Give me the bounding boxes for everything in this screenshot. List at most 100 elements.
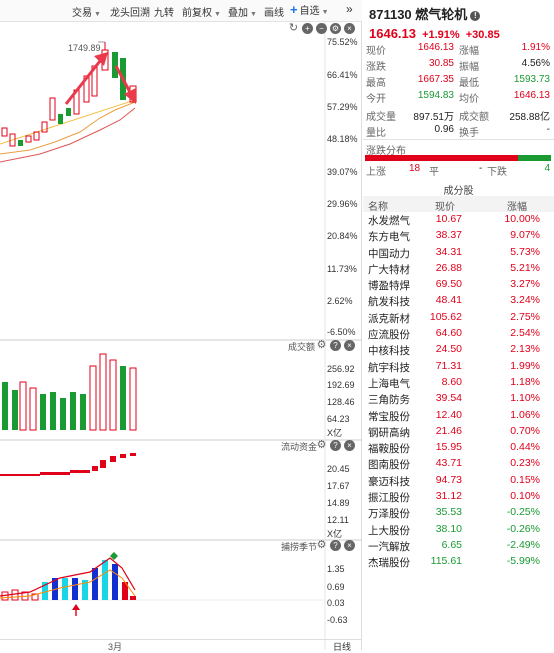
flow-bar (100, 460, 106, 468)
period-selector[interactable]: 日线 (333, 642, 352, 652)
list-item[interactable]: 广大特材 26.88 5.21% (363, 261, 554, 277)
flow-bar (110, 456, 116, 462)
list-item[interactable]: 航发科技 48.41 3.24% (363, 293, 554, 309)
y-axis-label: 66.41% (327, 70, 358, 80)
list-item[interactable]: 豪迈科技 94.73 0.15% (363, 473, 554, 489)
stats-row: 涨跌 30.85 振幅 4.56% (363, 58, 554, 74)
header-name[interactable]: 名称 (368, 202, 388, 213)
stock-title: 871130 燃气轮机! (369, 4, 548, 23)
refresh-icon[interactable]: ↻ (288, 22, 299, 34)
list-item[interactable]: 振江股份 31.12 0.10% (363, 489, 554, 505)
components-title: 成分股 (443, 186, 474, 197)
flat-count: - (479, 163, 483, 174)
component-pct: 0.44% (510, 441, 540, 454)
list-item[interactable]: 上海电气 8.60 1.18% (363, 375, 554, 391)
list-item[interactable]: 万泽股份 35.53 -0.25% (363, 505, 554, 521)
list-item[interactable]: 上大股份 38.10 -0.26% (363, 522, 554, 538)
info-icon[interactable]: ! (470, 10, 481, 21)
component-price: 26.88 (435, 261, 462, 274)
component-pct: 0.70% (510, 424, 540, 437)
help-icon[interactable]: ? (330, 340, 341, 351)
gear-icon[interactable]: ⚙ (316, 539, 327, 551)
header-price[interactable]: 现价 (435, 202, 455, 213)
candle (33, 131, 40, 141)
list-item[interactable]: 杰瑞股份 115.61 -5.99% (363, 554, 554, 570)
header-pct[interactable]: 涨幅 (507, 202, 527, 213)
component-pct: 5.21% (510, 261, 540, 274)
arrow-up-shaft (64, 55, 106, 105)
chevron-down-icon: ▼ (321, 9, 329, 16)
stat-label: 最高 (366, 78, 386, 89)
toolbar-more[interactable]: » (346, 2, 353, 16)
list-item[interactable]: 福鞍股份 15.95 0.44% (363, 440, 554, 456)
stat-value: 258.88亿 (509, 112, 550, 123)
capture-bar (72, 578, 78, 600)
y-axis-label: 12.11 (327, 515, 349, 525)
stat-label: 成交量 (366, 112, 396, 123)
help-icon[interactable]: ? (330, 440, 341, 451)
list-item[interactable]: 东方电气 38.37 9.07% (363, 228, 554, 244)
gear-icon[interactable]: ⚙ (316, 439, 327, 451)
component-name: 博盈特焊 (368, 280, 410, 293)
list-item[interactable]: 博盈特焊 69.50 3.27% (363, 277, 554, 293)
distribution-bar (365, 155, 551, 161)
list-item[interactable]: 钢研高纳 21.46 0.70% (363, 424, 554, 440)
toolbar-nine-turn[interactable]: 九转 (154, 8, 174, 19)
zoom-out-icon[interactable]: − (316, 23, 327, 34)
toolbar-adjust[interactable]: 前复权 ▼ (182, 8, 221, 19)
toolbar-watchlist[interactable]: + 自选 ▼ (290, 2, 329, 17)
component-pct: 3.24% (510, 294, 540, 307)
capture-bar (62, 578, 68, 600)
component-price: 94.73 (435, 473, 462, 486)
volume-bar (70, 392, 76, 430)
stock-code: 871130 (369, 7, 412, 22)
list-item[interactable]: 派克新材 105.62 2.75% (363, 310, 554, 326)
list-item[interactable]: 图南股份 43.71 0.23% (363, 456, 554, 472)
component-price: 38.37 (435, 229, 462, 242)
close-icon[interactable]: × (344, 340, 355, 351)
toolbar-trade[interactable]: 交易 ▼ (72, 8, 101, 19)
arrow-down-shaft (114, 65, 134, 97)
list-item[interactable]: 中核科技 24.50 2.13% (363, 342, 554, 358)
volume-bar (80, 394, 86, 430)
capture-bar (42, 582, 48, 600)
close-icon[interactable]: × (344, 540, 355, 551)
volume-bar (99, 353, 107, 431)
y-axis-label: 39.07% (327, 167, 358, 177)
component-name: 三角防务 (368, 394, 410, 407)
flow-bar (40, 472, 70, 475)
volume-bar (19, 381, 27, 431)
component-name: 一汽解放 (368, 540, 410, 553)
stat-value: 1667.35 (417, 74, 454, 85)
toolbar-draw[interactable]: 画线 (264, 8, 284, 19)
list-item[interactable]: 水发燃气 10.67 10.00% (363, 212, 554, 228)
list-item[interactable]: 常宝股份 12.40 1.06% (363, 408, 554, 424)
list-item[interactable]: 应流股份 64.60 2.54% (363, 326, 554, 342)
list-item[interactable]: 一汽解放 6.65 -2.49% (363, 538, 554, 554)
toolbar-leader-review[interactable]: 龙头回溯 (110, 8, 150, 19)
help-icon[interactable]: ? (330, 540, 341, 551)
stat-value: - (546, 124, 550, 135)
settings-icon[interactable]: ⚙ (330, 23, 341, 34)
component-pct: 2.75% (510, 310, 540, 323)
component-pct: 2.13% (510, 343, 540, 356)
close-icon[interactable]: × (344, 23, 355, 34)
chevron-down-icon: ▼ (250, 11, 257, 18)
component-pct: 1.10% (510, 392, 540, 405)
gear-icon[interactable]: ⚙ (316, 339, 327, 351)
y-axis-label: 2.62% (327, 296, 353, 306)
distribution-up-segment (365, 155, 518, 161)
capture-panel-label: 捕捞季节 (281, 542, 318, 552)
list-item[interactable]: 三角防务 39.54 1.10% (363, 391, 554, 407)
stats-row: 最高 1667.35 最低 1593.73 (363, 74, 554, 90)
change-value: +30.85 (465, 29, 500, 41)
list-item[interactable]: 航宇科技 71.31 1.99% (363, 359, 554, 375)
close-icon[interactable]: × (344, 440, 355, 451)
list-item[interactable]: 中国动力 34.31 5.73% (363, 245, 554, 261)
component-pct: 0.15% (510, 473, 540, 486)
component-name: 水发燃气 (368, 215, 410, 227)
toolbar-overlay[interactable]: 叠加 ▼ (228, 8, 257, 19)
y-axis-label: -6.50% (327, 327, 356, 337)
zoom-in-icon[interactable]: + (302, 23, 313, 34)
component-name: 图南股份 (368, 459, 410, 472)
